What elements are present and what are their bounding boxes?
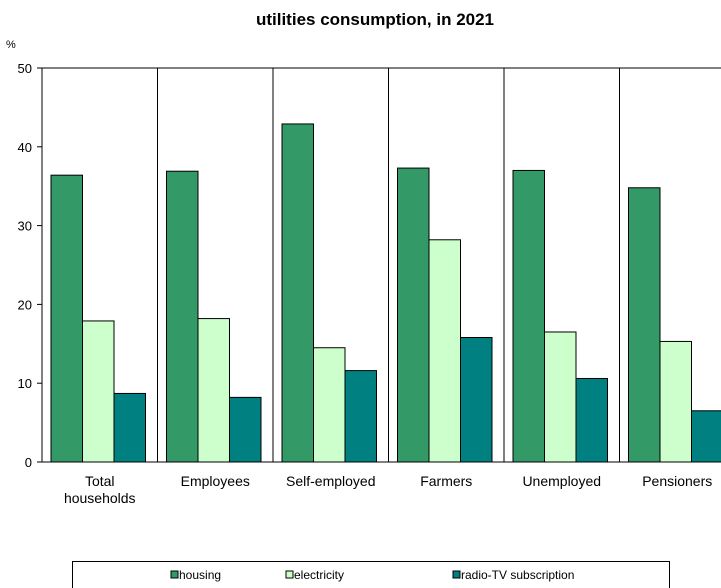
bar-electricity xyxy=(313,347,346,463)
y-tick-label: 10 xyxy=(18,376,32,391)
bar-radio-tv-subscription xyxy=(344,370,377,463)
bar-radio-tv-subscription xyxy=(229,396,262,463)
x-category-label: Employees xyxy=(181,473,250,489)
bar-housing xyxy=(512,169,545,463)
legend-label: electricity xyxy=(294,568,344,582)
bar-radio-tv-subscription xyxy=(113,392,146,463)
bar-housing xyxy=(628,187,661,463)
legend-label: housing xyxy=(179,568,221,582)
bar-housing xyxy=(281,123,314,463)
bar-electricity xyxy=(197,318,230,463)
bar-housing xyxy=(166,170,199,463)
x-category-label: Pensioners xyxy=(642,473,712,489)
legend-swatch xyxy=(170,570,179,579)
bar-electricity xyxy=(544,331,577,463)
bar-housing xyxy=(50,174,83,463)
bar-housing xyxy=(397,167,430,463)
x-category-label: Farmers xyxy=(420,473,472,489)
legend-box xyxy=(72,561,670,588)
x-category-label: Unemployed xyxy=(522,473,601,489)
legend-swatch xyxy=(452,570,461,579)
y-axis-unit-label: % xyxy=(6,39,16,51)
x-category-label: Total xyxy=(85,473,115,489)
x-category-label: households xyxy=(64,490,136,506)
legend-swatch xyxy=(285,570,294,579)
y-tick-label: 20 xyxy=(18,297,32,312)
y-tick-label: 40 xyxy=(18,140,32,155)
bar-radio-tv-subscription xyxy=(575,377,608,463)
bar-electricity xyxy=(428,239,461,463)
y-tick-label: 50 xyxy=(18,61,32,76)
bar-radio-tv-subscription xyxy=(691,410,721,463)
legend-label: radio-TV subscription xyxy=(461,568,574,582)
x-category-label: Self-employed xyxy=(286,473,376,489)
y-tick-label: 0 xyxy=(25,455,32,470)
chart-title-line-2: utilities consumption, in 2021 xyxy=(256,10,494,29)
bar-electricity xyxy=(659,340,692,463)
bar-radio-tv-subscription xyxy=(460,336,493,463)
y-tick-label: 30 xyxy=(18,219,32,234)
bar-electricity xyxy=(82,320,115,463)
